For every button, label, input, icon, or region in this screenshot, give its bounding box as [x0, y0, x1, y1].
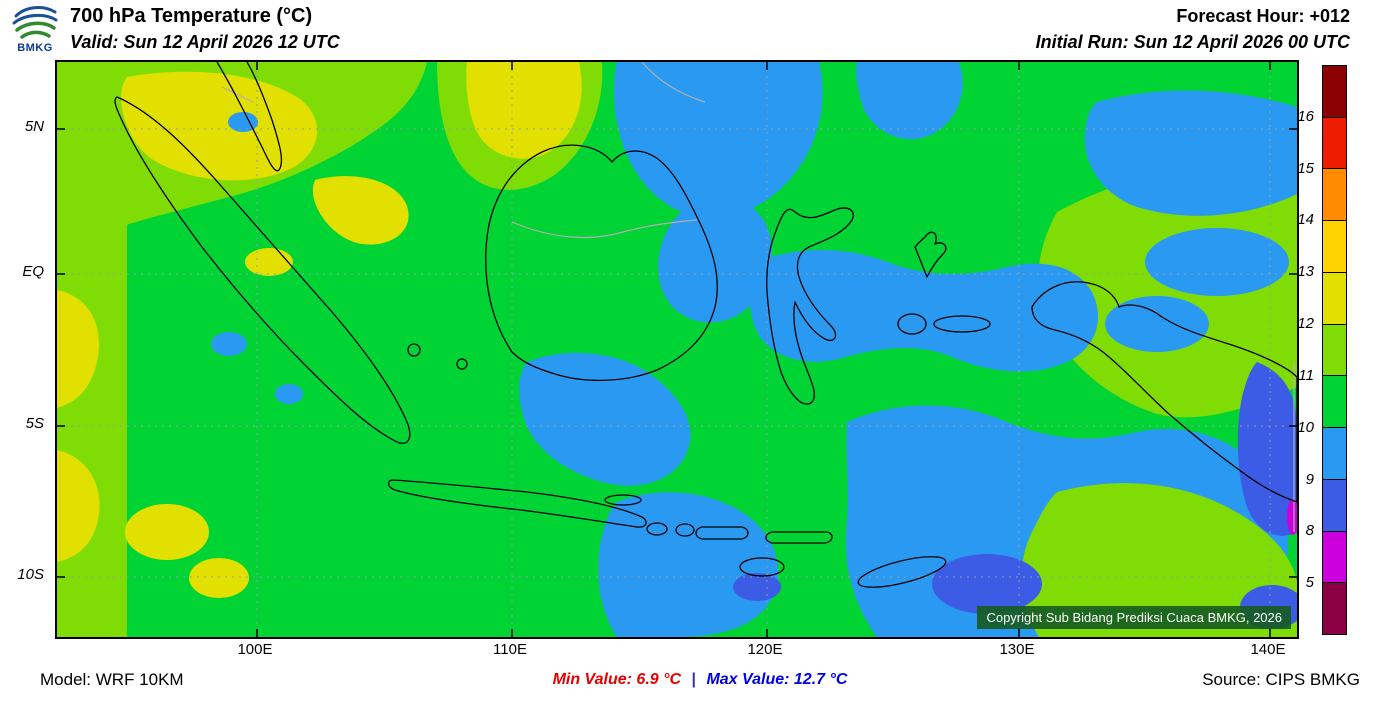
legend-color-cell [1323, 582, 1346, 635]
legend-tick-label: 13 [1297, 263, 1314, 281]
lon-label-130e: 130E [999, 641, 1035, 658]
initial-run: Initial Run: Sun 12 April 2026 00 UTC [1035, 32, 1350, 52]
source-label: Source: CIPS BMKG [1202, 670, 1360, 689]
lat-label-eq: EQ [22, 263, 44, 280]
lon-label-140e: 140E [1250, 641, 1286, 658]
legend-tick-label: 9 [1305, 470, 1314, 488]
longitude-axis: 100E 110E 120E 130E 140E [55, 639, 1299, 661]
legend-tick-label: 5 [1305, 574, 1314, 592]
legend-color-cell [1323, 168, 1346, 221]
legend-labels: 16 15 14 13 12 11 10 9 8 5 [1276, 65, 1318, 635]
legend-color-cell [1323, 478, 1346, 531]
latitude-axis: 5N EQ 5S 10S [0, 60, 52, 639]
bmkg-logo: BMKG [8, 2, 62, 58]
legend-color-cell [1323, 220, 1346, 272]
legend-color-cell [1323, 271, 1346, 324]
legend-color-cell [1323, 530, 1346, 583]
legend-tick-label: 16 [1297, 107, 1314, 125]
bmkg-logo-text: BMKG [17, 42, 53, 54]
valid-time: Valid: Sun 12 April 2026 12 UTC [70, 32, 340, 52]
legend-color-cell [1323, 323, 1346, 376]
legend-color-cell [1323, 66, 1346, 117]
legend-color-cell [1323, 116, 1346, 169]
legend-color-cell [1323, 375, 1346, 428]
minmax-separator: | [691, 671, 696, 688]
minmax-values: Min Value: 6.9 °C | Max Value: 12.7 °C [0, 671, 1400, 689]
lat-label-5s: 5S [25, 415, 44, 432]
min-value: Min Value: 6.9 °C [552, 671, 682, 688]
forecast-hour: Forecast Hour: +012 [1176, 6, 1350, 26]
lat-label-5n: 5N [24, 118, 44, 135]
map-canvas: Copyright Sub Bidang Prediksi Cuaca BMKG… [55, 60, 1299, 639]
legend-color-cell [1323, 427, 1346, 479]
bmkg-logo-icon [12, 6, 58, 39]
lon-label-120e: 120E [747, 641, 783, 658]
legend-tick-label: 11 [1298, 366, 1314, 384]
legend-tick-label: 8 [1305, 522, 1314, 540]
max-value: Max Value: 12.7 °C [706, 671, 848, 688]
temperature-field-map [57, 62, 1297, 637]
lon-label-100e: 100E [237, 641, 273, 658]
copyright-notice: Copyright Sub Bidang Prediksi Cuaca BMKG… [977, 606, 1291, 629]
lat-label-10s: 10S [17, 566, 44, 583]
legend-tick-label: 15 [1297, 159, 1314, 177]
legend-colorbar [1322, 65, 1347, 635]
page-title: 700 hPa Temperature (°C) [70, 5, 313, 27]
legend-tick-label: 10 [1297, 418, 1314, 436]
lon-label-110e: 110E [493, 641, 527, 658]
legend-tick-label: 12 [1297, 315, 1314, 333]
legend-tick-label: 14 [1297, 211, 1314, 229]
model-label: Model: WRF 10KM [40, 670, 184, 689]
